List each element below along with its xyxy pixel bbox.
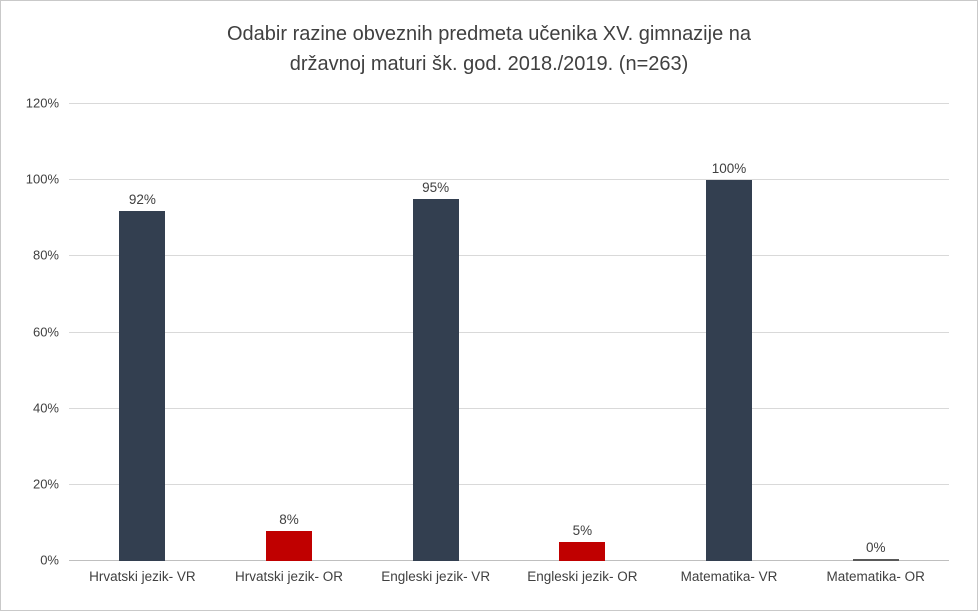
bar-column: 92% — [69, 104, 216, 561]
chart-title-line1: Odabir razine obveznih predmeta učenika … — [226, 23, 751, 45]
y-tick-label: 60% — [32, 324, 59, 339]
x-axis-labels: Hrvatski jezik- VR Hrvatski jezik- OR Engl… — [69, 569, 949, 584]
y-tick-label: 20% — [32, 476, 59, 492]
bar — [852, 559, 899, 561]
x-category-label: Hrvatski jezik- VR — [89, 569, 196, 584]
gridline: 40% — [33, 400, 949, 415]
bar — [706, 180, 753, 561]
bar-data-label: 95% — [422, 180, 450, 196]
x-category-label: Hrvatski jezik- OR — [235, 569, 344, 584]
bar-data-label: 8% — [279, 511, 299, 527]
bar-column: 100% — [656, 104, 803, 561]
gridline: 60% — [33, 324, 949, 339]
chart-title: Odabir razine obveznih predmeta učenika … — [111, 19, 867, 79]
bar-column: 5% — [509, 104, 656, 561]
chart-title-line2: državnoj maturi šk. god. 2018./2019. (n=… — [289, 53, 689, 75]
y-tick-label: 80% — [32, 247, 59, 263]
gridline: 100% — [26, 172, 949, 187]
y-tick-label: 40% — [32, 400, 59, 416]
x-axis-line: 0% — [40, 553, 949, 568]
bar-column: 8% — [216, 104, 363, 561]
gridline: 80% — [33, 248, 949, 263]
x-category-label: Engleski jezik- VR — [381, 569, 491, 584]
bar — [266, 530, 312, 561]
bar-data-label: 92% — [128, 191, 156, 207]
plot-area: 0% 20% 40% 60% 80% 100% 120% 92% 8% 95% 5% 100% 0% — [26, 96, 949, 568]
gridline: 20% — [33, 476, 949, 491]
x-category-label: Matematika- OR — [826, 569, 925, 584]
y-tick-label: 120% — [25, 95, 59, 111]
gridline: 120% — [26, 96, 949, 111]
x-category-label: Engleski jezik- OR — [527, 569, 638, 584]
bar — [412, 199, 459, 561]
y-tick-label: 100% — [25, 171, 59, 187]
bar-data-label: 0% — [865, 540, 886, 555]
x-category-label: Matematika- VR — [680, 569, 778, 584]
bar-data-label: 100% — [711, 161, 747, 177]
bar-data-label: 5% — [572, 522, 593, 538]
bar — [119, 210, 166, 561]
bar-columns: 92% 8% 95% 5% 100% 0% — [69, 104, 949, 561]
bar — [559, 541, 606, 561]
bar-column: 0% — [802, 104, 949, 561]
bar-column: 95% — [362, 104, 509, 561]
y-tick-label: 0% — [40, 552, 59, 568]
